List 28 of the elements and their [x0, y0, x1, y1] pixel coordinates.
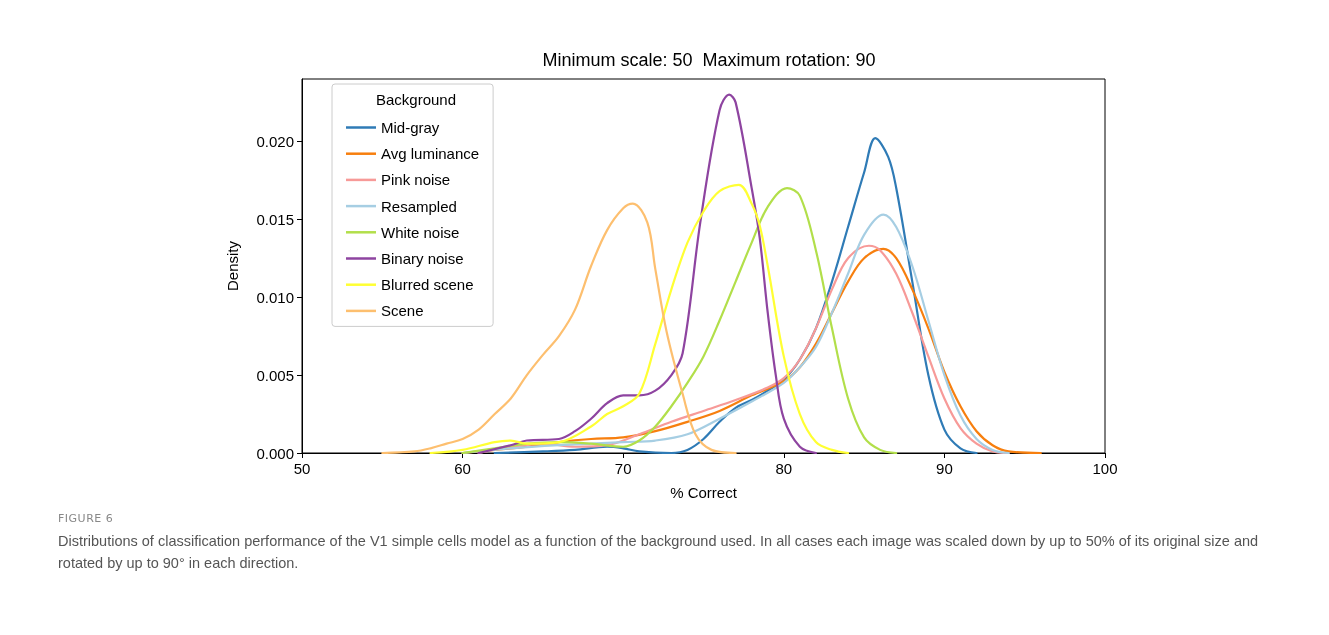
- legend-label: Binary noise: [381, 250, 464, 267]
- line-series: [477, 93, 818, 455]
- x-tick-label: 80: [775, 460, 793, 477]
- legend-label: Scene: [381, 302, 424, 320]
- y-tick-label: 0.005: [256, 366, 294, 384]
- text: Distributions of classification performance of the V1 simple cells model as a function of the background used. In all cases each image was scaled down by up to 50% of its original size and rotated by up to 90° in each direction.: [58, 532, 1260, 573]
- legend-label: Blurred scene: [381, 276, 474, 294]
- x-tick-label: 70: [614, 460, 632, 477]
- y-tick-label: 0.000: [256, 444, 294, 462]
- caption: FIGURE 6: [58, 512, 114, 525]
- y-tick-label: 0.020: [256, 132, 294, 150]
- y-tick-label: 0.015: [256, 210, 294, 228]
- legend-label: White noise: [381, 223, 460, 241]
- legend-label: Pink noise: [381, 171, 451, 189]
- legend-title: Background: [376, 91, 457, 108]
- x-tick-label: 60: [454, 460, 471, 477]
- legend-label: Avg luminance: [381, 145, 480, 163]
- line-series: [493, 137, 978, 455]
- chart-title: Minimum scale: 50 Maximum rotation: 90: [542, 50, 876, 70]
- legend-label: Resampled: [381, 197, 457, 215]
- x-tick-label: 90: [936, 460, 953, 477]
- x-axis-title: % Correct: [670, 484, 738, 501]
- legend-label: Mid-gray: [381, 119, 440, 136]
- y-axis-title: Density: [224, 240, 241, 292]
- x-tick-label: 100: [1092, 460, 1118, 477]
- line-series: [381, 202, 737, 455]
- x-tick-label: 50: [293, 460, 311, 477]
- y-tick-label: 0.010: [256, 288, 294, 306]
